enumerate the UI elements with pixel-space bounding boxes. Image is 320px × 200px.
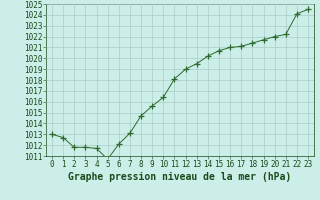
X-axis label: Graphe pression niveau de la mer (hPa): Graphe pression niveau de la mer (hPa) [68, 172, 292, 182]
